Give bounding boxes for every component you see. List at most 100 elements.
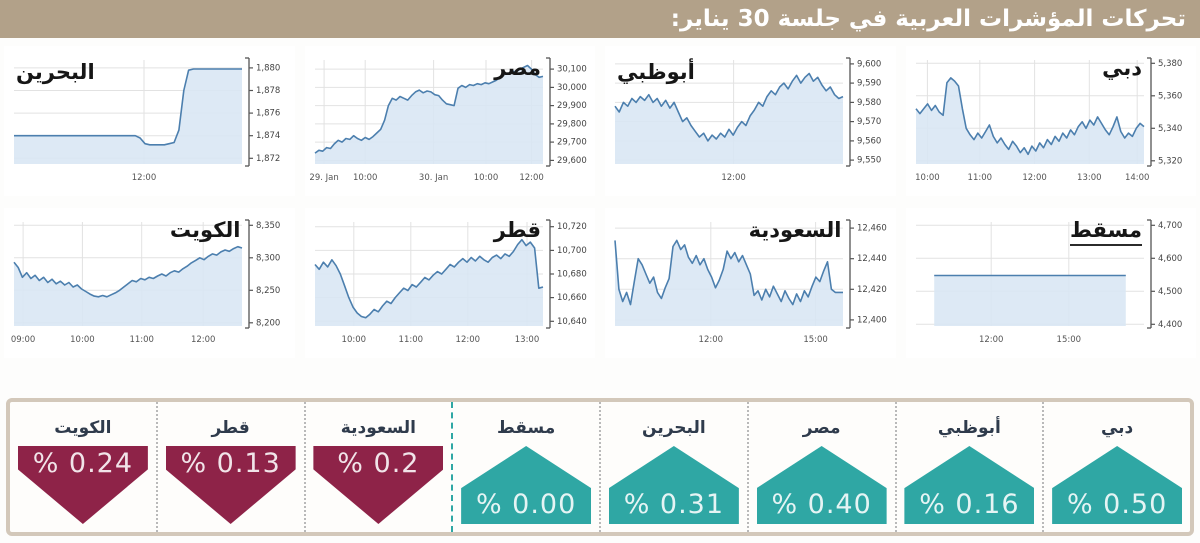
chart-title-bahrain: البحرين [16,60,95,84]
svg-text:29,900: 29,900 [557,101,587,111]
svg-text:29,700: 29,700 [557,138,587,148]
svg-text:9,570: 9,570 [857,117,881,127]
up-arrow-icon: % 0.40 [756,446,887,524]
svg-text:10,660: 10,660 [557,293,587,303]
svg-text:13:00: 13:00 [1077,173,1102,183]
svg-text:10:00: 10:00 [915,173,940,183]
summary-label-kuwait: الكويت [54,418,112,438]
svg-text:29,600: 29,600 [557,156,587,166]
svg-text:12:00: 12:00 [978,335,1003,345]
svg-text:12,400: 12,400 [857,315,887,325]
up-arrow-icon: % 0.00 [461,446,592,524]
summary-saudi: السعودية % 0.2 [303,402,452,532]
summary-pct-dubai: % 0.50 [1066,489,1168,520]
summary-label-bahrain: البحرين [642,418,706,438]
svg-text:12:00: 12:00 [191,335,216,345]
page-title: تحركات المؤشرات العربية في جلسة 30 يناير… [670,6,1186,32]
svg-text:8,350: 8,350 [256,221,280,231]
summary-muscat: مسقط % 0.00 [451,402,599,532]
svg-text:14:00: 14:00 [1124,173,1149,183]
summary-egypt: مصر % 0.40 [746,402,895,532]
svg-text:5,320: 5,320 [1158,156,1182,166]
summary-pct-bahrain: % 0.31 [623,489,725,520]
svg-text:30. Jan: 30. Jan [418,173,447,183]
svg-text:1,878: 1,878 [256,86,280,96]
svg-text:12,440: 12,440 [857,254,887,264]
summary-abudhabi: أبوظبي % 0.16 [894,402,1043,532]
svg-text:12:00: 12:00 [1022,173,1047,183]
chart-abudhabi: 9,600 9,590 9,580 9,570 9,560 9,550 12:00 أبوظ… [605,46,896,196]
svg-text:12:00: 12:00 [699,335,724,345]
svg-text:4,500: 4,500 [1158,287,1182,297]
svg-text:1,880: 1,880 [256,63,280,73]
svg-text:10,680: 10,680 [557,270,587,280]
summary-label-muscat: مسقط [496,418,556,438]
svg-text:10:00: 10:00 [352,173,377,183]
svg-text:9,560: 9,560 [857,136,881,146]
chart-title-qatar: قطر [493,218,541,242]
summary-label-dubai: دبي [1100,418,1134,438]
summary-qatar: قطر % 0.13 [155,402,304,532]
chart-title-dubai: دبي [1102,56,1142,80]
svg-text:9,600: 9,600 [857,59,881,69]
svg-text:5,380: 5,380 [1158,59,1182,69]
svg-text:29. Jan: 29. Jan [309,173,338,183]
svg-text:15:00: 15:00 [803,335,828,345]
up-arrow-icon: % 0.50 [1052,446,1183,524]
svg-text:9,580: 9,580 [857,98,881,108]
svg-text:9,550: 9,550 [857,156,881,166]
svg-text:12:00: 12:00 [132,173,157,183]
svg-text:12:00: 12:00 [519,173,544,183]
svg-text:10:00: 10:00 [70,335,95,345]
chart-egypt: 30,100 30,000 29,900 29,800 29,700 29,600 29. … [304,46,595,196]
svg-text:12,460: 12,460 [857,224,887,234]
chart-title-saudi: السعودية [748,218,842,242]
svg-text:30,100: 30,100 [557,65,587,75]
svg-text:10,700: 10,700 [557,246,587,256]
summary-kuwait: الكويت % 0.24 [10,402,156,532]
summary-pct-abudhabi: % 0.16 [919,489,1020,520]
svg-text:15:00: 15:00 [1056,335,1081,345]
summary-pct-qatar: % 0.13 [180,448,281,479]
summary-pct-egypt: % 0.40 [771,489,872,520]
svg-text:1,874: 1,874 [256,131,280,141]
chart-dubai: 5,380 5,360 5,340 5,320 10:00 11:00 12:00 13:00… [905,46,1196,196]
svg-text:1,872: 1,872 [256,154,280,164]
svg-text:30,000: 30,000 [557,83,587,93]
svg-text:11:00: 11:00 [967,173,992,183]
chart-title-egypt: مصر [494,56,541,80]
svg-text:11:00: 11:00 [129,335,154,345]
svg-text:10,720: 10,720 [557,222,587,232]
svg-text:5,340: 5,340 [1158,124,1182,134]
chart-title-abudhabi: أبوظبي [617,60,695,84]
svg-text:4,700: 4,700 [1158,221,1182,231]
svg-text:09:00: 09:00 [11,335,36,345]
svg-text:12:00: 12:00 [721,173,746,183]
svg-text:5,360: 5,360 [1158,91,1182,101]
chart-kuwait: 8,350 8,300 8,250 8,200 09:00 10:00 11:00 12:00… [4,208,295,358]
chart-qatar: 10,720 10,700 10,680 10,660 10,640 10:00 11:00… [304,208,595,358]
down-arrow-icon: % 0.24 [17,446,148,524]
svg-text:11:00: 11:00 [398,335,423,345]
svg-text:12,420: 12,420 [857,285,887,295]
chart-muscat: 4,700 4,600 4,500 4,400 12:00 15:00 مسقط [905,208,1196,358]
svg-text:8,300: 8,300 [256,253,280,263]
summary-panel: الكويت % 0.24 قطر % 0.13 السعودية % 0.2 … [6,398,1194,536]
svg-text:29,800: 29,800 [557,119,587,129]
summary-label-qatar: قطر [211,418,250,438]
charts-grid: 1,880 1,878 1,876 1,874 1,872 12:00 البحرين 3… [4,46,1196,358]
svg-text:12:00: 12:00 [455,335,480,345]
svg-text:8,250: 8,250 [256,286,280,296]
up-arrow-icon: % 0.31 [608,446,739,524]
svg-text:10:00: 10:00 [473,173,498,183]
chart-bahrain: 1,880 1,878 1,876 1,874 1,872 12:00 البحرين [4,46,295,196]
summary-pct-kuwait: % 0.24 [32,448,134,479]
svg-text:8,200: 8,200 [256,318,280,328]
summary-label-egypt: مصر [802,418,841,438]
svg-text:10:00: 10:00 [341,335,366,345]
svg-text:9,590: 9,590 [857,79,881,89]
summary-pct-muscat: % 0.00 [475,489,577,520]
svg-text:10,640: 10,640 [557,317,587,327]
svg-text:1,876: 1,876 [256,109,280,119]
